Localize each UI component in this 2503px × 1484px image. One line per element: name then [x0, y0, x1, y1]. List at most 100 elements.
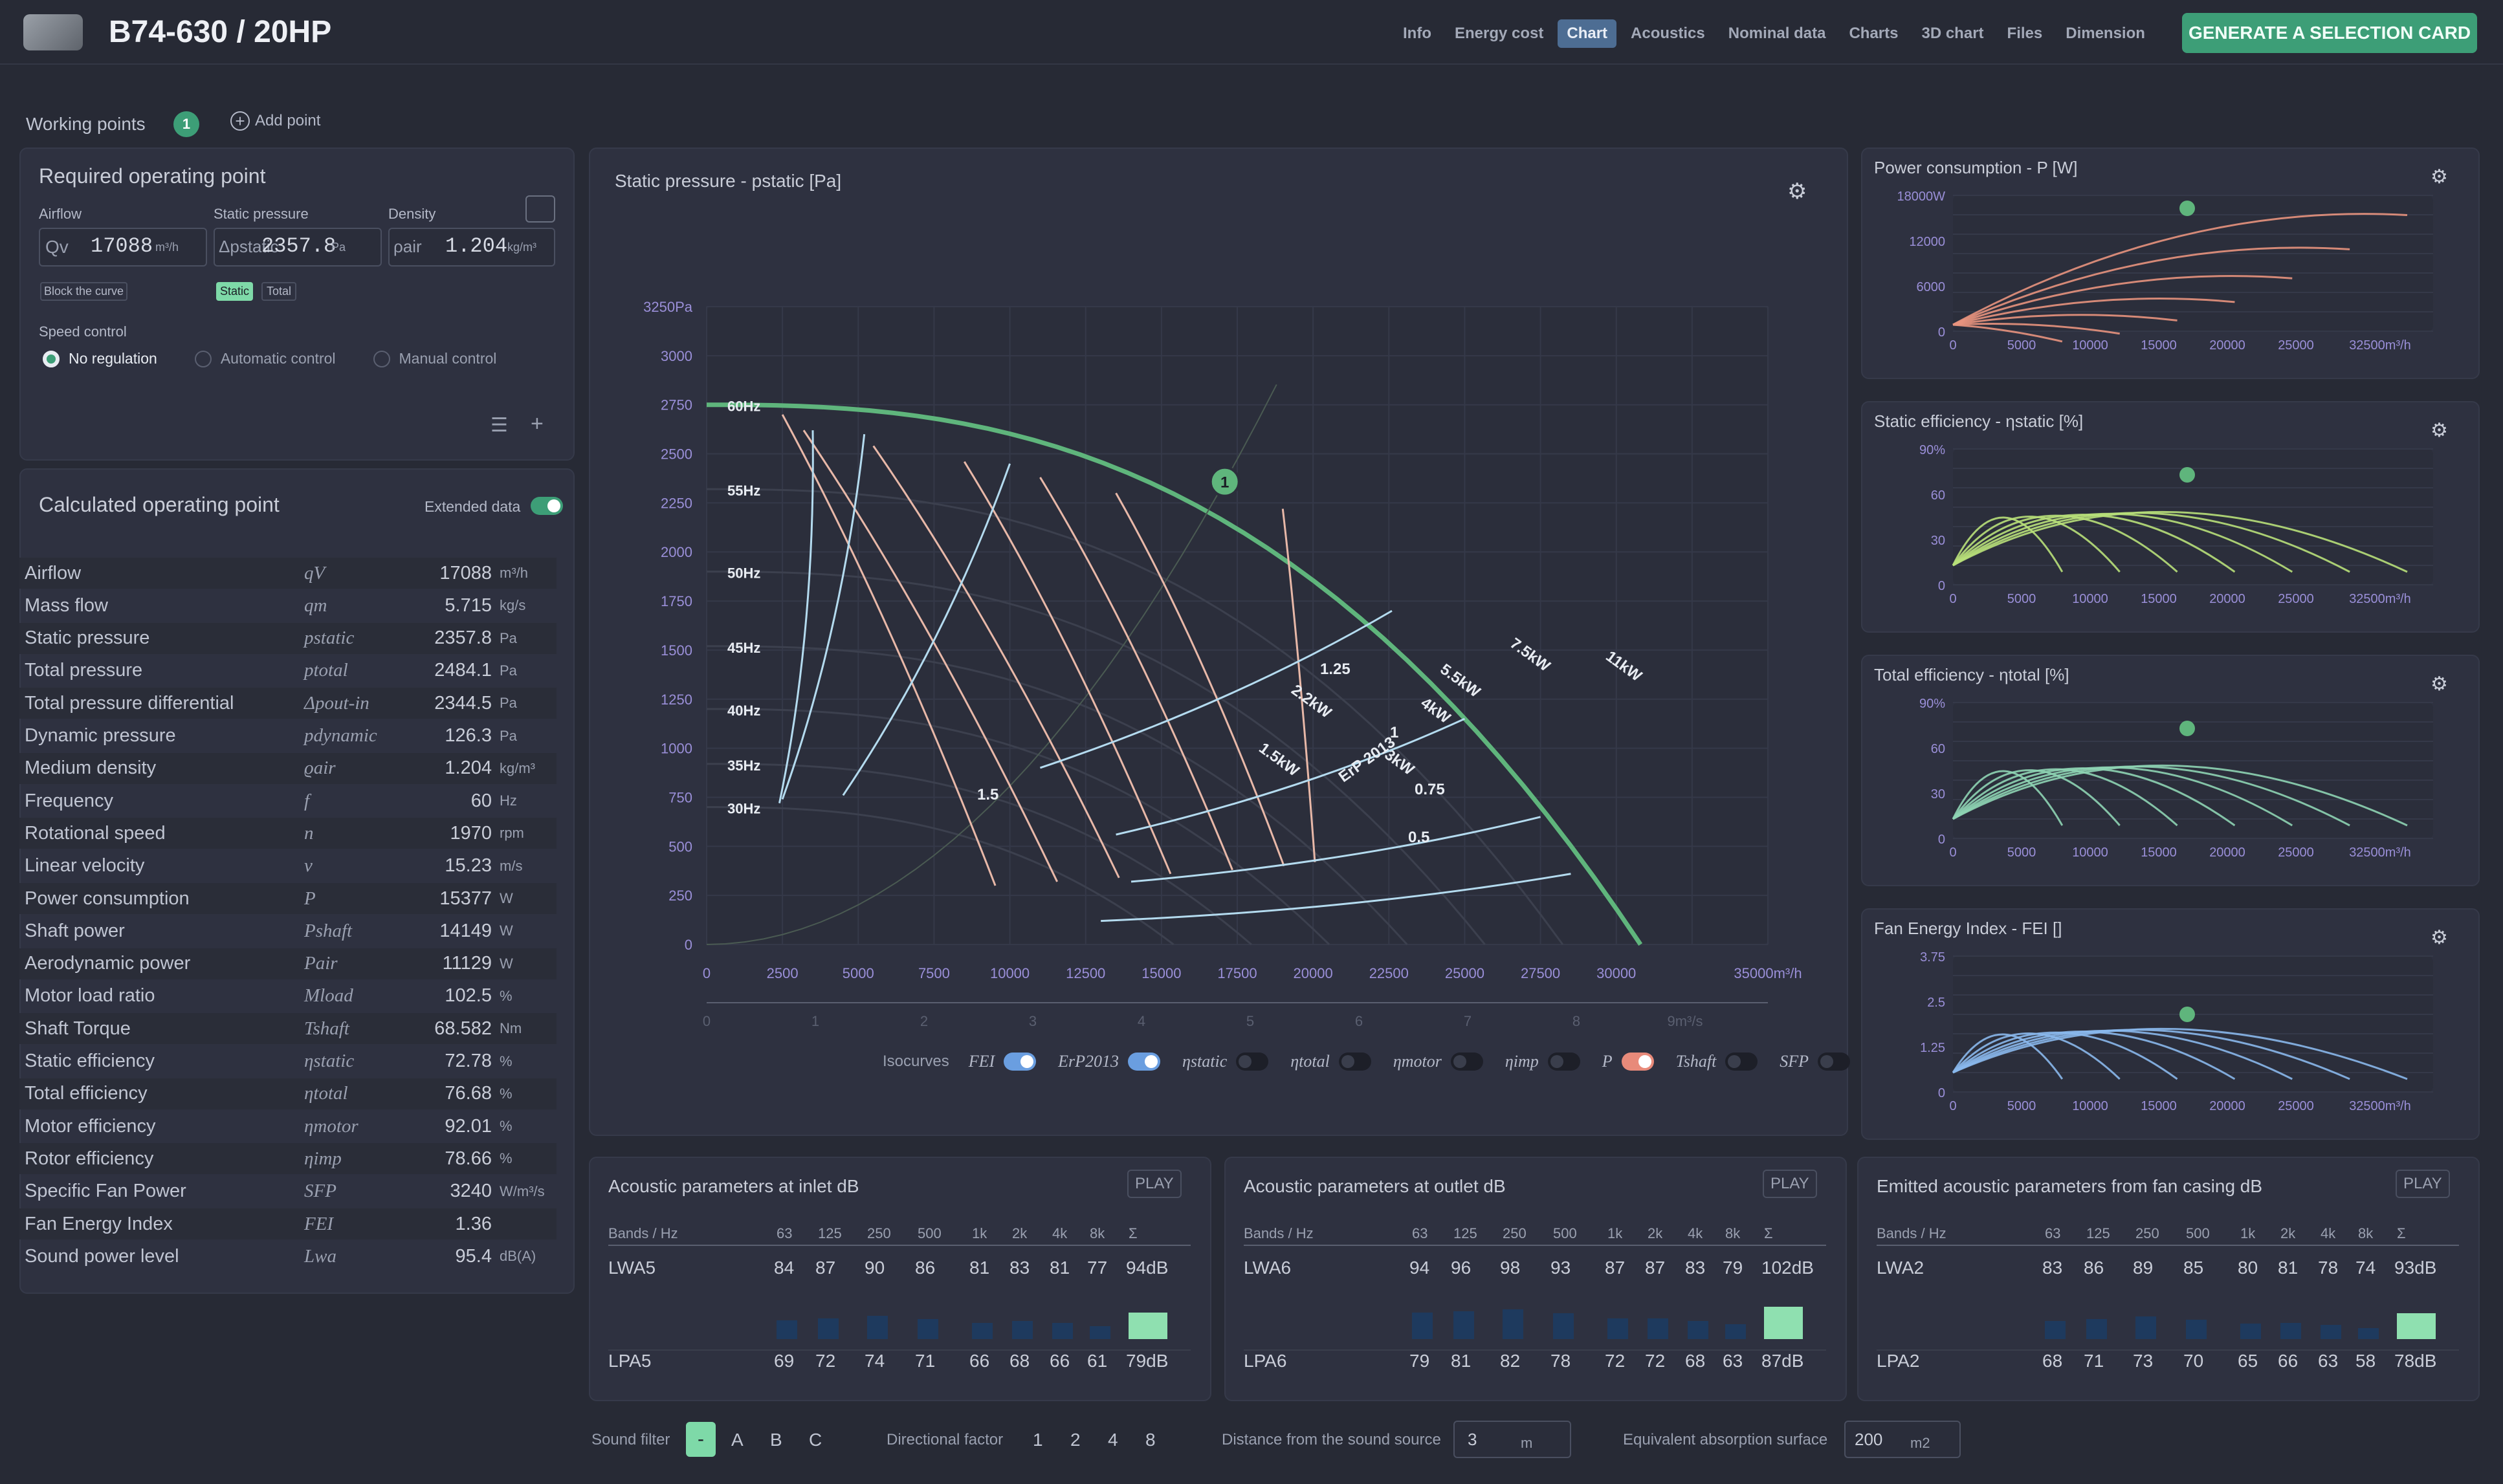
- calc-row-airflow: Airflow qV 17088 m³/h: [19, 558, 557, 589]
- lwa-value: 83: [1685, 1258, 1706, 1278]
- gear-icon[interactable]: ⚙: [2431, 420, 2448, 441]
- small-chart-point[interactable]: [2179, 1007, 2195, 1022]
- x2-tick-label: 1: [811, 1013, 819, 1029]
- operating-point-marker[interactable]: [1209, 466, 1240, 497]
- speed-curve-35hz: [706, 763, 1252, 946]
- radio-no-regulation[interactable]: [43, 350, 60, 367]
- isocurve-2-toggle[interactable]: [1236, 1053, 1269, 1071]
- absorption-value[interactable]: 200: [1855, 1430, 1883, 1449]
- tab-chart[interactable]: Chart: [1558, 19, 1617, 48]
- calc-row-unit: %: [500, 987, 513, 1004]
- isocurve-4-toggle[interactable]: [1450, 1053, 1483, 1071]
- filter-c[interactable]: C: [809, 1430, 822, 1450]
- small-chart-point[interactable]: [2179, 467, 2195, 483]
- acoustic-panel-1: [1224, 1157, 1847, 1401]
- small-chart-point[interactable]: [2179, 201, 2195, 216]
- lwa-value: 86: [2084, 1258, 2104, 1278]
- isocurve-5-toggle[interactable]: [1547, 1053, 1580, 1071]
- isocurve-3-toggle[interactable]: [1338, 1053, 1371, 1071]
- calc-row-name: Medium density: [25, 758, 157, 779]
- absorption-field[interactable]: [1844, 1421, 1961, 1458]
- isocurve-0-toggle[interactable]: [1004, 1053, 1037, 1071]
- small-chart-point[interactable]: [2179, 721, 2195, 736]
- manual-control-label[interactable]: Manual control: [399, 350, 497, 367]
- no-regulation-label[interactable]: No regulation: [69, 350, 157, 367]
- plus-icon[interactable]: +: [531, 411, 544, 436]
- calculator-icon[interactable]: [525, 195, 555, 223]
- generate-selection-card-button[interactable]: GENERATE A SELECTION CARD: [2182, 13, 2477, 53]
- static-pressure-field[interactable]: [214, 228, 382, 267]
- band-1k: 1k: [2240, 1225, 2256, 1241]
- required-title: Required operating point: [39, 164, 266, 188]
- airflow-value[interactable]: 17088: [91, 234, 153, 258]
- tab-dimension[interactable]: Dimension: [2066, 25, 2145, 42]
- small-y-tick: 1.25: [1920, 1041, 1945, 1055]
- filter-none[interactable]: -: [686, 1422, 716, 1457]
- dir-2[interactable]: 2: [1070, 1430, 1081, 1450]
- tab-acoustics[interactable]: Acoustics: [1631, 25, 1705, 42]
- dir-4[interactable]: 4: [1108, 1430, 1118, 1450]
- gear-icon[interactable]: ⚙: [2431, 927, 2448, 948]
- radio-manual-control[interactable]: [373, 350, 390, 367]
- list-icon[interactable]: ☰: [491, 415, 508, 436]
- play-button[interactable]: PLAY: [1763, 1170, 1817, 1198]
- isocurve-3-label: ηtotal: [1290, 1052, 1330, 1071]
- small-x-tick: 25000: [2278, 1099, 2314, 1113]
- distance-value[interactable]: 3: [1468, 1430, 1477, 1449]
- lwa-label: LWA5: [608, 1258, 656, 1278]
- isocurve-7-toggle[interactable]: [1725, 1053, 1758, 1071]
- isocurve-6-toggle[interactable]: [1621, 1053, 1654, 1071]
- lwa-value: 98: [1500, 1258, 1521, 1278]
- play-button[interactable]: PLAY: [2396, 1170, 2450, 1198]
- dir-8[interactable]: 8: [1145, 1430, 1156, 1450]
- total-toggle[interactable]: Total: [261, 282, 297, 301]
- lwa-value: 87: [815, 1258, 836, 1278]
- filter-b[interactable]: B: [770, 1430, 782, 1450]
- radio-automatic-control[interactable]: [194, 350, 212, 367]
- gear-icon[interactable]: ⚙: [2431, 673, 2448, 695]
- play-button[interactable]: PLAY: [1127, 1170, 1182, 1198]
- airflow-field[interactable]: [39, 228, 207, 267]
- static-toggle[interactable]: Static: [216, 282, 254, 301]
- calc-row-rotor-efficiency: Rotor efficiency ηimp 78.66%: [19, 1143, 557, 1175]
- block-curve-button[interactable]: Block the curve: [40, 282, 128, 301]
- distance-field[interactable]: [1453, 1421, 1571, 1458]
- gear-icon[interactable]: ⚙: [1787, 179, 1807, 204]
- lpa-value: 82: [1500, 1351, 1521, 1371]
- tab-3d-chart[interactable]: 3D chart: [1921, 25, 1984, 42]
- density-field[interactable]: [388, 228, 555, 267]
- gear-icon[interactable]: ⚙: [2431, 166, 2448, 188]
- lwa-value: 81: [969, 1258, 990, 1278]
- band-500: 500: [918, 1225, 942, 1241]
- sound-filter-label: Sound filter: [591, 1431, 670, 1448]
- small-y-tick: 30: [1931, 534, 1945, 548]
- tab-energy-cost[interactable]: Energy cost: [1454, 25, 1544, 42]
- isocurve-1-toggle[interactable]: [1128, 1053, 1161, 1071]
- tab-info[interactable]: Info: [1403, 25, 1431, 42]
- tab-files[interactable]: Files: [2007, 25, 2043, 42]
- small-chart-series: [1952, 768, 2178, 827]
- band-4k: 4k: [1052, 1225, 1068, 1241]
- power-isoline: [1115, 492, 1285, 867]
- tab-nominal-data[interactable]: Nominal data: [1728, 25, 1826, 42]
- density-value[interactable]: 1.204: [445, 234, 508, 258]
- small-x-tick: 32500m³/h: [2349, 338, 2411, 353]
- filter-a[interactable]: A: [731, 1430, 744, 1450]
- spectrum-bar: [867, 1316, 888, 1339]
- pressure-value[interactable]: 2357.8: [261, 234, 336, 258]
- extended-data-toggle[interactable]: [531, 497, 563, 515]
- small-chart-series: [1952, 1031, 2178, 1080]
- automatic-control-label[interactable]: Automatic control: [220, 350, 336, 367]
- density-unit: kg/m³: [507, 241, 536, 254]
- isocurve-8-toggle[interactable]: [1818, 1053, 1851, 1071]
- acoustic-divider: [1244, 1245, 1826, 1246]
- calc-row-aerodynamic-power: Aerodynamic power Pair 11129 W: [19, 948, 557, 979]
- small-chart-series: [1952, 512, 2350, 573]
- add-point-button[interactable]: + Add point: [230, 111, 320, 131]
- working-points-count[interactable]: 1: [173, 111, 199, 137]
- dir-1[interactable]: 1: [1033, 1430, 1043, 1450]
- tab-charts[interactable]: Charts: [1849, 25, 1899, 42]
- lwa-value: 77: [1087, 1258, 1108, 1278]
- calc-row-name: Static pressure: [25, 627, 150, 649]
- calc-row-sound-power-level: Sound power level Lwa 95.4 dB(A): [19, 1241, 557, 1272]
